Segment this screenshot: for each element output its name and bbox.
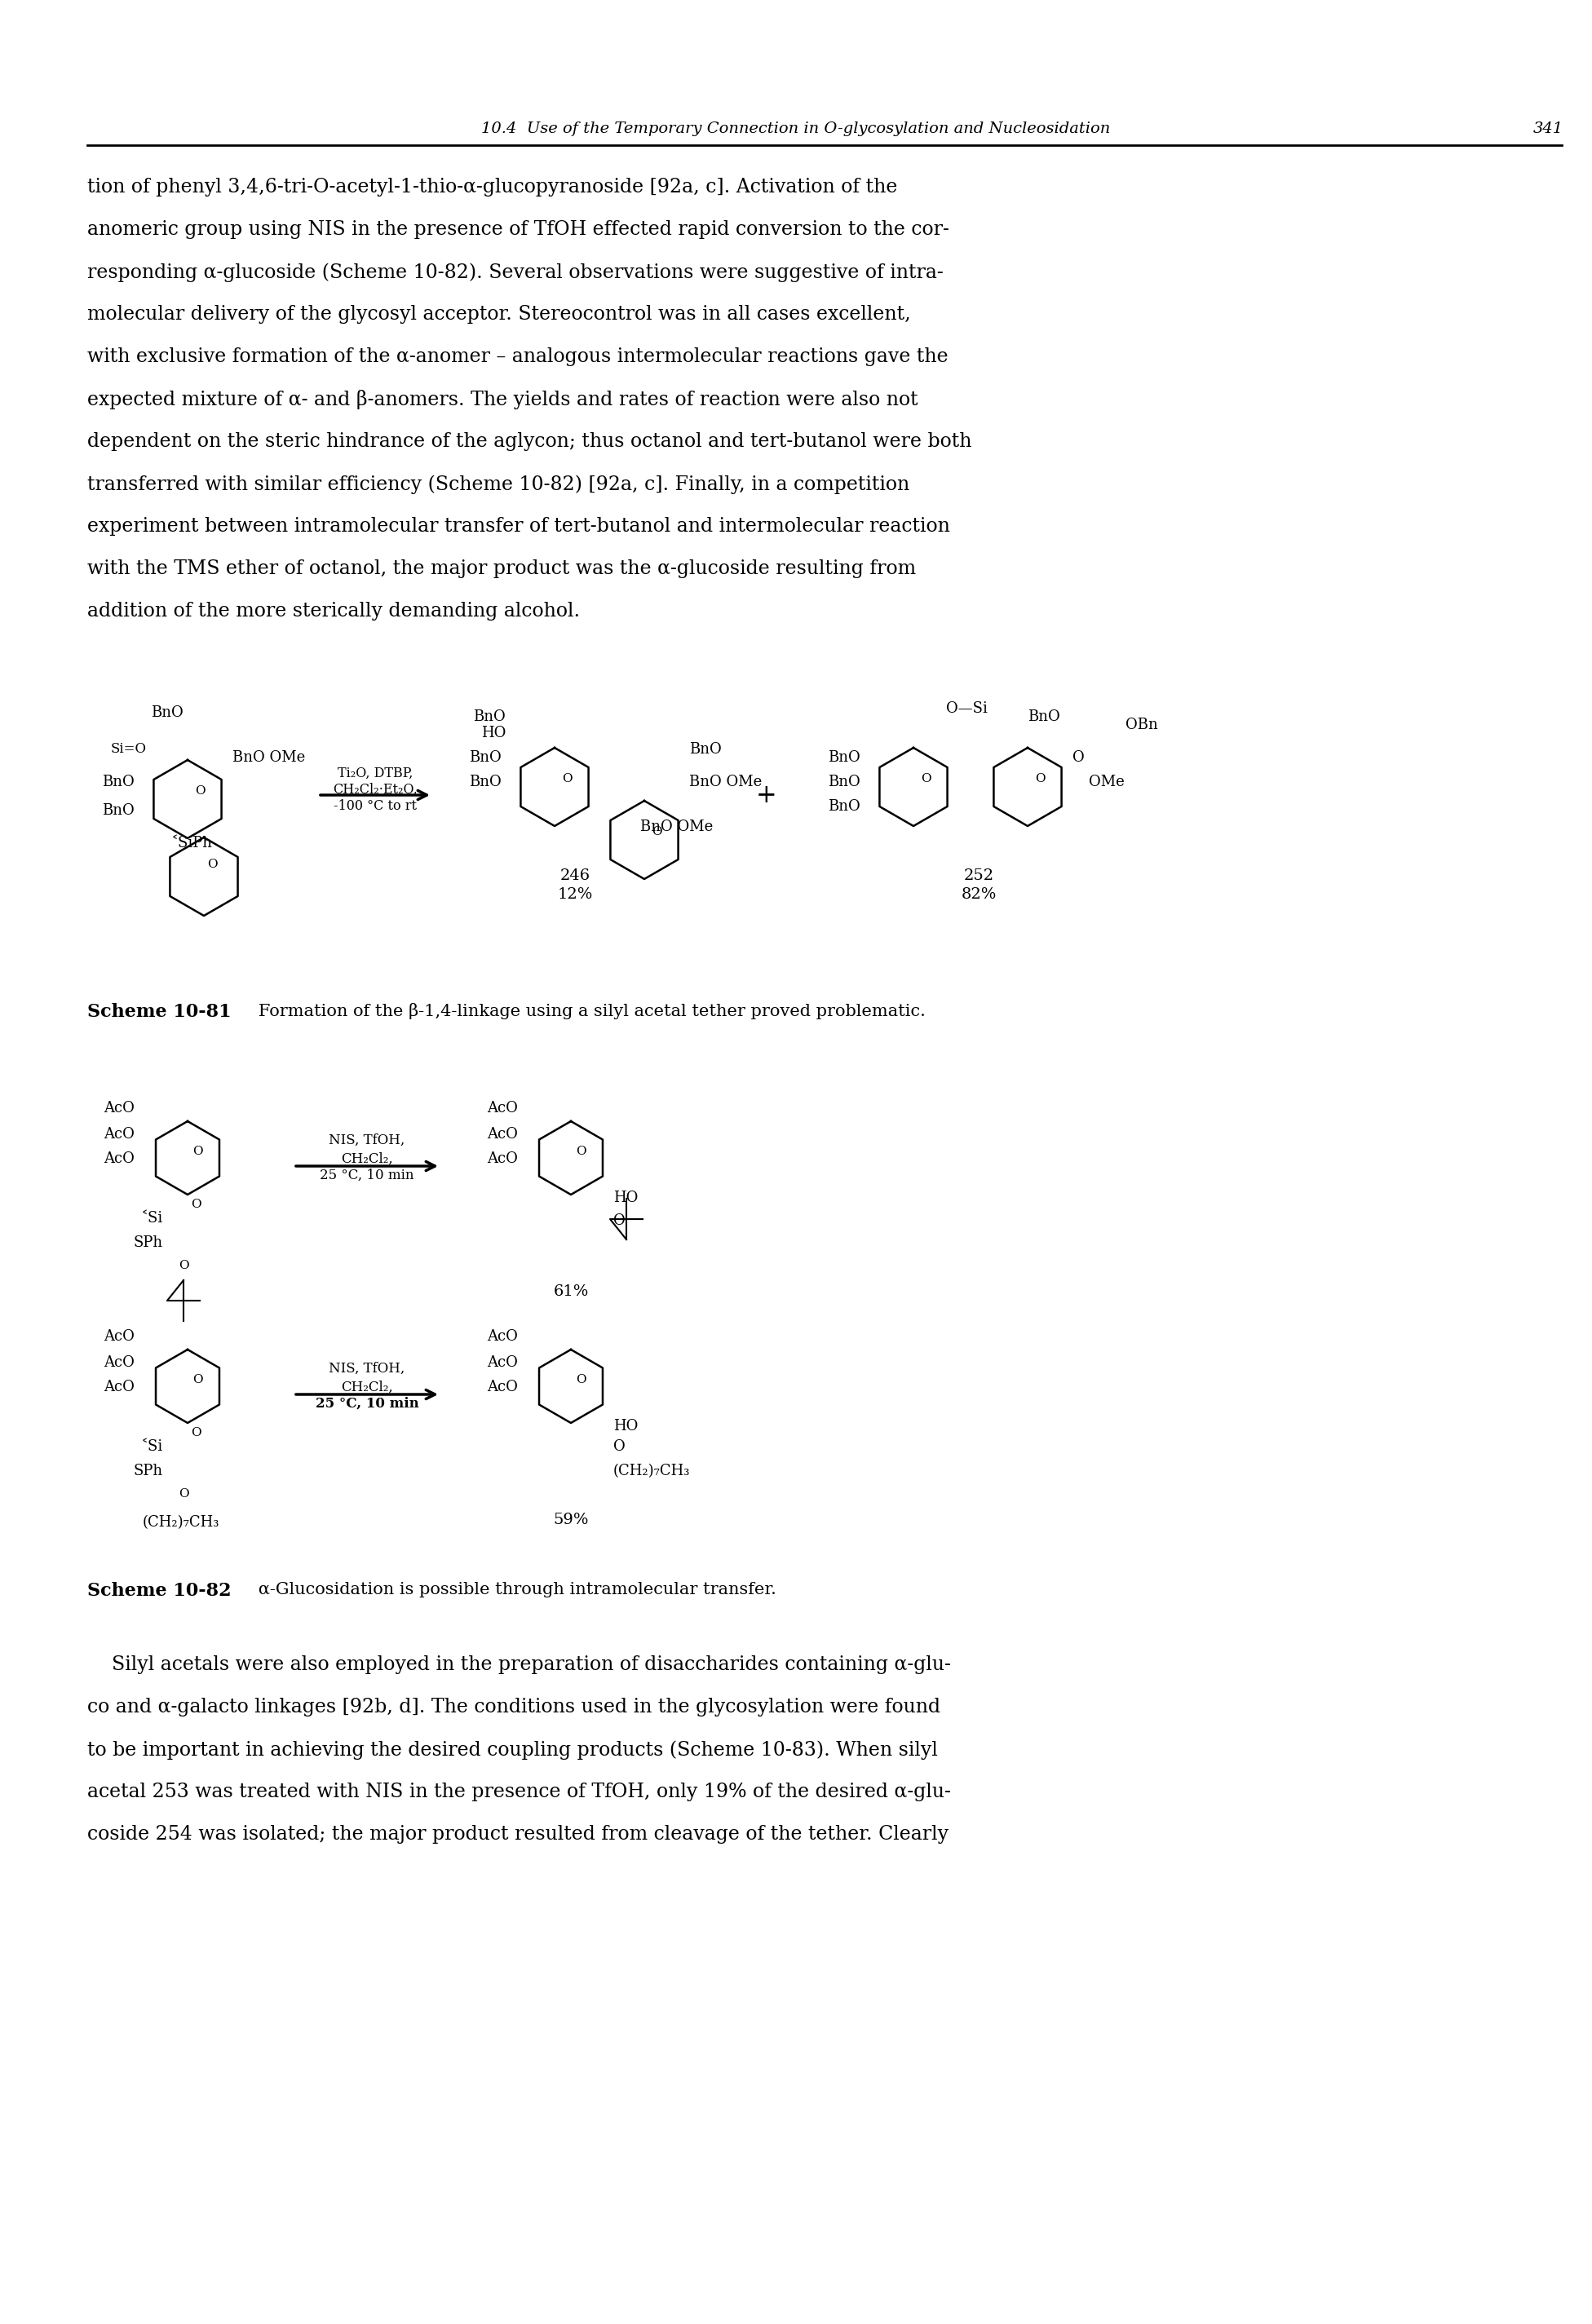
Text: O: O [191,1427,201,1439]
Text: expected mixture of α- and β-anomers. The yields and rates of reaction were also: expected mixture of α- and β-anomers. Th… [88,390,919,409]
Text: AcO: AcO [487,1380,517,1394]
Text: O: O [562,774,572,786]
Text: BnO: BnO [151,706,183,720]
Text: BnO: BnO [470,774,501,790]
Text: ˂SiPh: ˂SiPh [172,837,213,851]
Text: O: O [194,786,205,797]
Text: BnO OMe: BnO OMe [640,820,713,834]
Text: ˂Si: ˂Si [140,1211,162,1225]
Text: 12%: 12% [557,888,592,902]
Text: BnO: BnO [470,751,501,765]
Text: O: O [920,774,931,786]
Text: HO: HO [481,725,506,741]
Text: NIS, TfOH,: NIS, TfOH, [330,1134,404,1148]
Text: ˂Si: ˂Si [140,1439,162,1455]
Text: NIS, TfOH,: NIS, TfOH, [330,1362,404,1376]
Text: experiment between intramolecular transfer of tert-butanol and intermolecular re: experiment between intramolecular transf… [88,516,950,537]
Text: -100 °C to rt: -100 °C to rt [334,799,417,813]
Text: BnO: BnO [473,709,506,725]
Text: OMe: OMe [1089,774,1124,790]
Text: O: O [613,1213,626,1227]
Text: O: O [193,1146,202,1157]
Text: O: O [1073,751,1084,765]
Text: O: O [178,1260,189,1271]
Text: BnO OMe: BnO OMe [232,751,306,765]
Text: O: O [207,858,217,869]
Text: α-Glucosidation is possible through intramolecular transfer.: α-Glucosidation is possible through intr… [242,1583,777,1597]
Text: BnO: BnO [828,799,860,813]
Text: O: O [178,1487,189,1499]
Text: BnO OMe: BnO OMe [689,774,763,790]
Text: O: O [1035,774,1044,786]
Text: AcO: AcO [103,1102,135,1116]
Text: with exclusive formation of the α-anomer – analogous intermolecular reactions ga: with exclusive formation of the α-anomer… [88,346,949,367]
Text: O: O [651,825,662,837]
Text: dependent on the steric hindrance of the aglycon; thus octanol and tert-butanol : dependent on the steric hindrance of the… [88,432,971,451]
Text: AcO: AcO [103,1329,135,1343]
Text: Formation of the β-1,4-linkage using a silyl acetal tether proved problematic.: Formation of the β-1,4-linkage using a s… [242,1004,925,1020]
Text: molecular delivery of the glycosyl acceptor. Stereocontrol was in all cases exce: molecular delivery of the glycosyl accep… [88,304,911,323]
Text: +: + [756,783,777,809]
Text: BnO: BnO [828,774,860,790]
Text: 246: 246 [560,869,591,883]
Text: 341: 341 [1533,121,1563,137]
Text: O: O [191,1199,201,1211]
Text: CH₂Cl₂·Et₂O,: CH₂Cl₂·Et₂O, [333,783,417,797]
Text: (CH₂)₇CH₃: (CH₂)₇CH₃ [143,1515,220,1529]
Text: anomeric group using NIS in the presence of TfOH effected rapid conversion to th: anomeric group using NIS in the presence… [88,221,949,239]
Text: Ti₂O, DTBP,: Ti₂O, DTBP, [338,767,412,781]
Text: 61%: 61% [552,1285,589,1299]
Text: coside 254 was isolated; the major product resulted from cleavage of the tether.: coside 254 was isolated; the major produ… [88,1824,949,1843]
Text: 252: 252 [963,869,993,883]
Text: HO: HO [613,1190,638,1206]
Text: O: O [576,1146,586,1157]
Text: Scheme 10-82: Scheme 10-82 [88,1583,231,1599]
Text: to be important in achieving the desired coupling products (Scheme 10-83). When : to be important in achieving the desired… [88,1741,938,1759]
Text: AcO: AcO [103,1380,135,1394]
Text: BnO: BnO [1027,709,1060,725]
Text: O: O [576,1373,586,1385]
Text: 82%: 82% [962,888,997,902]
Text: HO: HO [613,1420,638,1434]
Text: SPh: SPh [134,1236,162,1250]
Text: AcO: AcO [487,1150,517,1167]
Text: AcO: AcO [487,1355,517,1369]
Text: addition of the more sterically demanding alcohol.: addition of the more sterically demandin… [88,602,579,621]
Text: 25 °C, 10 min: 25 °C, 10 min [320,1169,414,1183]
Text: CH₂Cl₂,: CH₂Cl₂, [341,1380,393,1394]
Text: CH₂Cl₂,: CH₂Cl₂, [341,1153,393,1167]
Text: (CH₂)₇CH₃: (CH₂)₇CH₃ [613,1464,691,1478]
Text: BnO: BnO [102,774,135,790]
Text: BnO: BnO [689,741,721,758]
Text: OBn: OBn [1126,718,1157,732]
Text: with the TMS ether of octanol, the major product was the α-glucoside resulting f: with the TMS ether of octanol, the major… [88,560,915,579]
Text: acetal 253 was treated with NIS in the presence of TfOH, only 19% of the desired: acetal 253 was treated with NIS in the p… [88,1783,950,1801]
Text: O—Si: O—Si [946,702,987,716]
Text: BnO: BnO [828,751,860,765]
Text: O: O [613,1439,626,1455]
Text: AcO: AcO [103,1150,135,1167]
Text: AcO: AcO [103,1355,135,1369]
Text: SPh: SPh [134,1464,162,1478]
Text: AcO: AcO [487,1329,517,1343]
Text: transferred with similar efficiency (Scheme 10-82) [92a, c]. Finally, in a compe: transferred with similar efficiency (Sch… [88,474,909,493]
Text: Si=O: Si=O [111,741,146,755]
Text: responding α-glucoside (Scheme 10-82). Several observations were suggestive of i: responding α-glucoside (Scheme 10-82). S… [88,263,944,281]
Text: AcO: AcO [487,1102,517,1116]
Text: Silyl acetals were also employed in the preparation of disaccharides containing : Silyl acetals were also employed in the … [88,1655,950,1673]
Text: AcO: AcO [103,1127,135,1141]
Text: O: O [193,1373,202,1385]
Text: 25 °C, 10 min: 25 °C, 10 min [315,1397,419,1411]
Text: AcO: AcO [487,1127,517,1141]
Text: co and α-galacto linkages [92b, d]. The conditions used in the glycosylation wer: co and α-galacto linkages [92b, d]. The … [88,1699,941,1717]
Text: 59%: 59% [552,1513,589,1527]
Text: Scheme 10-81: Scheme 10-81 [88,1004,231,1020]
Text: BnO: BnO [102,804,135,818]
Text: 10.4  Use of the Temporary Connection in O-glycosylation and Nucleosidation: 10.4 Use of the Temporary Connection in … [481,121,1111,137]
Text: tion of phenyl 3,4,6-tri-Ο-acetyl-1-thio-α-glucopyranoside [92a, c]. Activation : tion of phenyl 3,4,6-tri-Ο-acetyl-1-thio… [88,177,898,198]
